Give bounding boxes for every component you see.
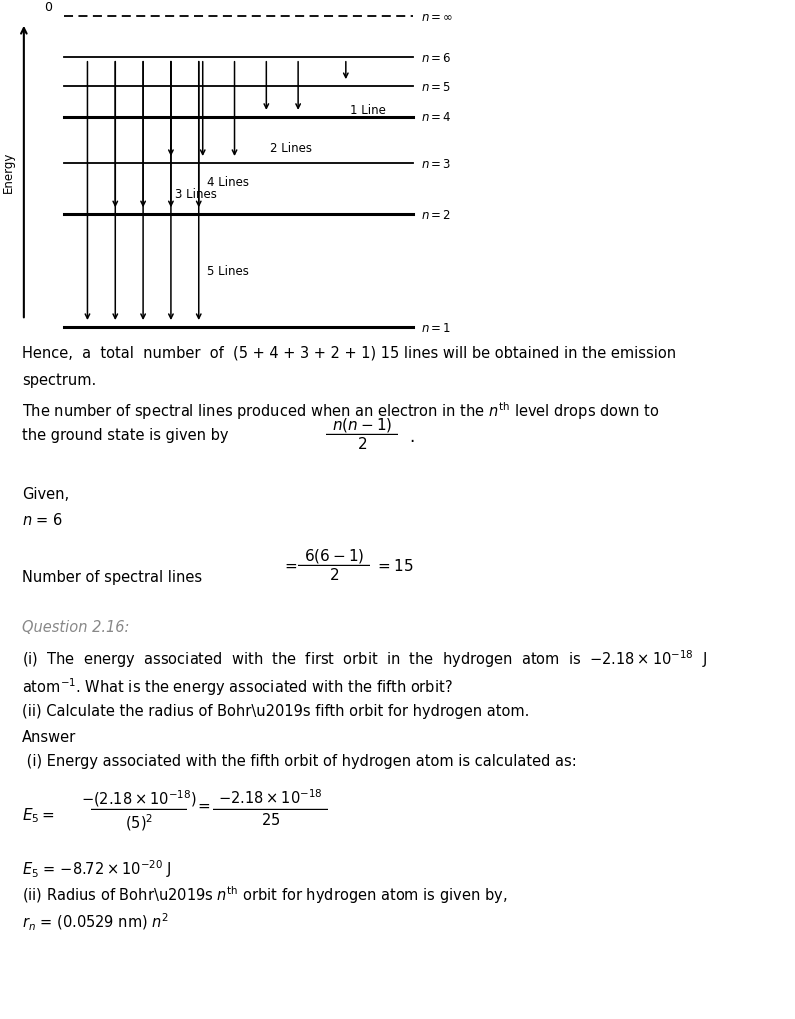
Text: (i) Energy associated with the fifth orbit of hydrogen atom is calculated as:: (i) Energy associated with the fifth orb… [22,753,577,768]
Text: Energy: Energy [2,152,14,193]
Text: Given,: Given, [22,486,69,501]
Text: 3 Lines: 3 Lines [175,187,217,201]
Text: $E_5$ = $-8.72 \times 10^{-20}$ J: $E_5$ = $-8.72 \times 10^{-20}$ J [22,857,172,878]
Text: $n = 4$: $n = 4$ [421,111,452,124]
Text: 4 Lines: 4 Lines [207,176,249,190]
Text: $n =\infty$: $n =\infty$ [421,10,454,23]
Text: $r_n$ = (0.0529 nm) $n^2$: $r_n$ = (0.0529 nm) $n^2$ [22,911,169,932]
Text: $E_5 =$: $E_5 =$ [22,805,55,824]
Text: $2$: $2$ [329,567,339,583]
Text: $-(2.18\times10^{-18})$: $-(2.18\times10^{-18})$ [81,788,197,808]
Text: $n$ = 6: $n$ = 6 [22,512,64,528]
Text: Number of spectral lines: Number of spectral lines [22,570,203,585]
Text: Question 2.16:: Question 2.16: [22,620,130,635]
Text: $n(n-1)$: $n(n-1)$ [332,416,392,433]
Text: $= 15$: $= 15$ [375,557,414,574]
Text: atom$^{-1}$. What is the energy associated with the fifth orbit?: atom$^{-1}$. What is the energy associat… [22,676,453,697]
Text: $n = 6$: $n = 6$ [421,52,452,64]
Text: the ground state is given by: the ground state is given by [22,428,229,442]
Text: 5 Lines: 5 Lines [207,265,249,278]
Text: $2$: $2$ [357,435,366,451]
Text: (ii) Calculate the radius of Bohr\u2019s fifth orbit for hydrogen atom.: (ii) Calculate the radius of Bohr\u2019s… [22,703,529,718]
Text: $n = 5$: $n = 5$ [421,81,452,94]
Text: $25$: $25$ [261,811,280,827]
Text: (ii) Radius of Bohr\u2019s $n^{\rm th}$ orbit for hydrogen atom is given by,: (ii) Radius of Bohr\u2019s $n^{\rm th}$ … [22,883,507,905]
Text: $6(6-1)$: $6(6-1)$ [304,546,364,565]
Text: $-2.18\times10^{-18}$: $-2.18\times10^{-18}$ [218,788,323,806]
Text: 0: 0 [44,1,52,13]
Text: 2 Lines: 2 Lines [270,142,312,155]
Text: $n = 1$: $n = 1$ [421,321,452,334]
Text: $=$: $=$ [195,797,211,812]
Text: The number of spectral lines produced when an electron in the $n^{\rm th}$ level: The number of spectral lines produced wh… [22,399,660,421]
Text: $n = 3$: $n = 3$ [421,157,452,170]
Text: .: . [409,428,415,445]
Text: (i)  The  energy  associated  with  the  first  orbit  in  the  hydrogen  atom  : (i) The energy associated with the first… [22,647,708,669]
Text: $n = 2$: $n = 2$ [421,209,452,221]
Text: $(5)^2$: $(5)^2$ [125,811,153,832]
Text: Answer: Answer [22,730,76,744]
Text: $=$: $=$ [282,557,298,573]
Text: spectrum.: spectrum. [22,373,96,387]
Text: Hence,  a  total  number  of  (5 + 4 + 3 + 2 + 1) 15 lines will be obtained in t: Hence, a total number of (5 + 4 + 3 + 2 … [22,344,677,360]
Text: 1 Line: 1 Line [350,104,386,117]
